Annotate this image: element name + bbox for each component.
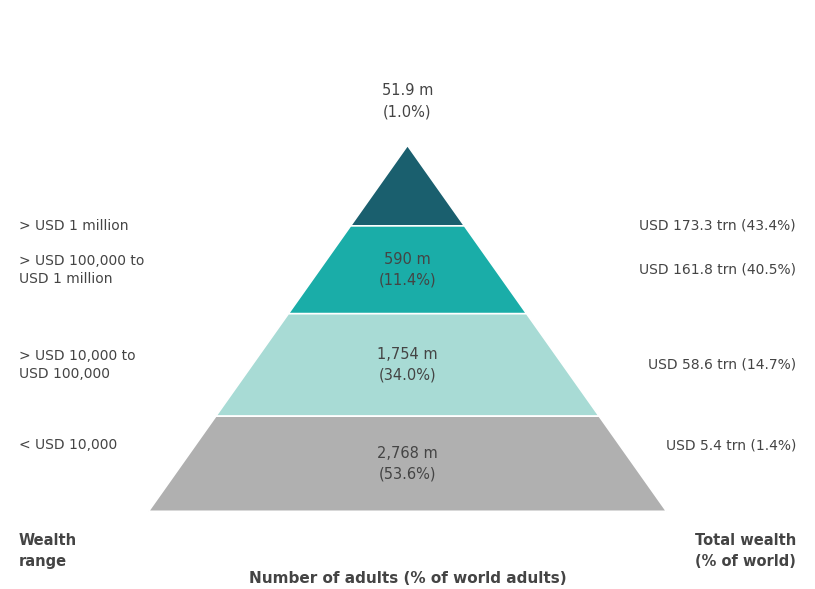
Text: USD 161.8 trn (40.5%): USD 161.8 trn (40.5%) [639, 263, 796, 277]
Polygon shape [289, 226, 526, 314]
Text: 590 m
(11.4%): 590 m (11.4%) [379, 252, 436, 288]
Polygon shape [350, 145, 465, 226]
Text: USD 173.3 trn (43.4%): USD 173.3 trn (43.4%) [640, 219, 796, 233]
Polygon shape [216, 314, 599, 416]
Polygon shape [148, 416, 667, 511]
Text: Number of adults (% of world adults): Number of adults (% of world adults) [249, 571, 566, 585]
Text: Total wealth
(% of world): Total wealth (% of world) [694, 533, 796, 570]
Text: 2,768 m
(53.6%): 2,768 m (53.6%) [377, 446, 438, 482]
Text: > USD 1 million: > USD 1 million [19, 219, 129, 233]
Text: USD 58.6 trn (14.7%): USD 58.6 trn (14.7%) [648, 358, 796, 372]
Text: USD 5.4 trn (1.4%): USD 5.4 trn (1.4%) [666, 438, 796, 452]
Text: > USD 100,000 to
USD 1 million: > USD 100,000 to USD 1 million [19, 254, 144, 286]
Text: < USD 10,000: < USD 10,000 [19, 438, 117, 452]
Text: > USD 10,000 to
USD 100,000: > USD 10,000 to USD 100,000 [19, 349, 135, 381]
Text: 1,754 m
(34.0%): 1,754 m (34.0%) [377, 347, 438, 383]
Text: Wealth
range: Wealth range [19, 533, 77, 570]
Text: 51.9 m
(1.0%): 51.9 m (1.0%) [381, 83, 434, 119]
